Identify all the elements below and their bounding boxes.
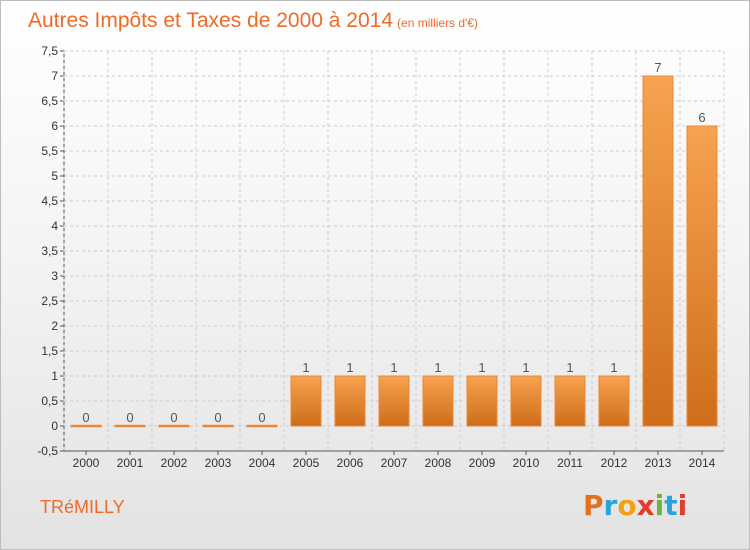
x-tick-label: 2010 xyxy=(513,456,540,470)
x-tick-label: 2011 xyxy=(557,456,583,470)
x-tick-label: 2009 xyxy=(469,456,496,470)
logo-letter: r xyxy=(603,489,618,522)
bar-value-label: 1 xyxy=(478,360,485,375)
y-tick-label: 1,5 xyxy=(41,344,58,358)
x-tick-label: 2013 xyxy=(645,456,672,470)
x-tick-label: 2002 xyxy=(161,456,188,470)
y-tick-label: 4,5 xyxy=(41,194,58,208)
proxiti-logo: Proxiti xyxy=(583,489,687,522)
chart-subtitle: (en milliers d'€) xyxy=(397,16,479,30)
bar-value-label: 0 xyxy=(214,410,221,425)
x-tick-label: 2007 xyxy=(381,456,408,470)
y-tick-label: 2,5 xyxy=(41,294,58,308)
bar xyxy=(114,424,146,428)
y-tick-label: 4 xyxy=(51,219,58,233)
commune-name: TRéMILLY xyxy=(40,497,125,517)
bar-value-label: 0 xyxy=(82,410,89,425)
y-tick-label: 1 xyxy=(51,369,58,383)
bar xyxy=(202,424,234,428)
y-tick-label: 5 xyxy=(51,169,58,183)
bar-value-label: 1 xyxy=(566,360,573,375)
y-tick-label: 6 xyxy=(51,119,58,133)
logo-letter: i xyxy=(654,489,665,522)
bar-value-label: 0 xyxy=(126,410,133,425)
bar xyxy=(422,375,454,427)
x-tick-label: 2012 xyxy=(601,456,628,470)
bar-value-label: 1 xyxy=(346,360,353,375)
bar xyxy=(378,375,410,427)
bar xyxy=(70,424,102,428)
bar xyxy=(642,75,674,427)
y-tick-label: 3,5 xyxy=(41,244,58,258)
x-tick-label: 2006 xyxy=(337,456,364,470)
logo-letter: t xyxy=(664,489,678,522)
bar xyxy=(598,375,630,427)
x-tick-label: 2014 xyxy=(689,456,716,470)
y-tick-label: 7 xyxy=(51,69,58,83)
y-tick-label: 6,5 xyxy=(41,94,58,108)
bar-value-label: 1 xyxy=(610,360,617,375)
bar-value-label: 0 xyxy=(170,410,177,425)
y-tick-label: 3 xyxy=(51,269,58,283)
x-tick-label: 2001 xyxy=(117,456,144,470)
logo-letter: x xyxy=(636,489,655,522)
y-tick-label: -0,5 xyxy=(37,444,58,458)
bar xyxy=(510,375,542,427)
bar-value-label: 7 xyxy=(654,60,661,75)
bar xyxy=(334,375,366,427)
bar-value-label: 1 xyxy=(302,360,309,375)
chart-title-text: Autres Impôts et Taxes de 2000 à 2014 xyxy=(28,9,394,32)
x-tick-label: 2003 xyxy=(205,456,232,470)
bar xyxy=(686,125,718,427)
logo-letter: o xyxy=(617,489,637,522)
y-tick-label: 2 xyxy=(51,319,58,333)
bar-value-label: 1 xyxy=(434,360,441,375)
bar xyxy=(246,424,278,428)
chart-title: Autres Impôts et Taxes de 2000 à 2014 (en… xyxy=(28,9,478,33)
bar xyxy=(158,424,190,428)
logo-letter: P xyxy=(583,489,604,522)
x-tick-label: 2004 xyxy=(249,456,276,470)
bar-value-label: 6 xyxy=(698,110,705,125)
logo-letter: i xyxy=(677,489,688,522)
x-tick-label: 2000 xyxy=(73,456,100,470)
y-tick-label: 0,5 xyxy=(41,394,58,408)
bar-value-label: 0 xyxy=(258,410,265,425)
bar-value-label: 1 xyxy=(522,360,529,375)
y-tick-label: 7,5 xyxy=(41,44,58,58)
bar xyxy=(554,375,586,427)
bar xyxy=(290,375,322,427)
y-tick-label: 0 xyxy=(51,419,58,433)
x-tick-label: 2005 xyxy=(293,456,320,470)
bar-value-label: 1 xyxy=(390,360,397,375)
bar xyxy=(466,375,498,427)
x-tick-label: 2008 xyxy=(425,456,452,470)
y-tick-label: 5,5 xyxy=(41,144,58,158)
